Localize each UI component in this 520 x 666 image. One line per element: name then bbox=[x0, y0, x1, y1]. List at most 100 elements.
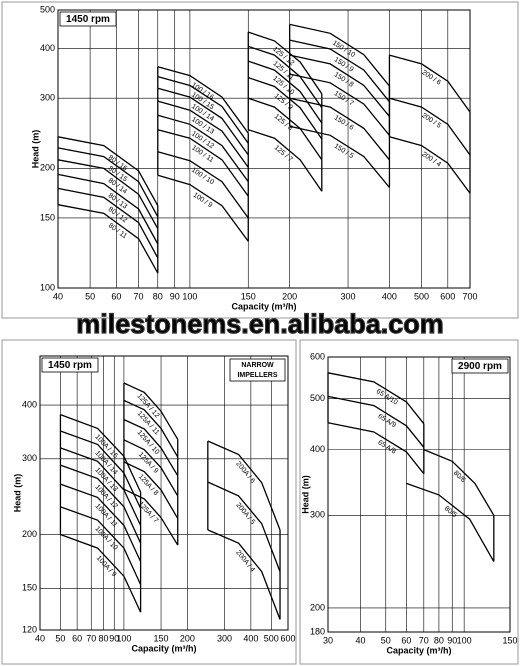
x-tick-label: 40 bbox=[53, 291, 63, 301]
pump-curve bbox=[123, 419, 179, 477]
pump-curve bbox=[123, 461, 179, 519]
y-tick-label: 300 bbox=[310, 510, 325, 520]
x-tick-label: 300 bbox=[341, 291, 356, 301]
x-tick-label: 150 bbox=[154, 633, 169, 643]
x-tick-label: 90 bbox=[109, 633, 119, 643]
pump-curve bbox=[327, 395, 425, 448]
pump-curve bbox=[207, 481, 281, 572]
x-tick-label: 40 bbox=[35, 633, 45, 643]
x-tick-label: 30 bbox=[323, 635, 333, 645]
x-tick-label: 150 bbox=[241, 291, 256, 301]
pump-curve bbox=[60, 483, 142, 562]
x-tick-label: 200 bbox=[282, 291, 297, 301]
annotation: IMPELLERS bbox=[237, 372, 277, 379]
x-tick-label: 70 bbox=[419, 635, 429, 645]
x-tick-label: 400 bbox=[382, 291, 397, 301]
chart-title: 2900 rpm bbox=[458, 361, 502, 372]
x-tick-label: 70 bbox=[134, 291, 144, 301]
x-tick-label: 300 bbox=[217, 633, 232, 643]
x-tick-label: 500 bbox=[414, 291, 429, 301]
panel-border bbox=[1, 1, 519, 319]
x-tick-label: 40 bbox=[356, 635, 366, 645]
x-tick-label: 200 bbox=[180, 633, 195, 643]
y-tick-label: 500 bbox=[310, 393, 325, 403]
plot-frame bbox=[327, 356, 511, 633]
pump-curve bbox=[248, 45, 323, 109]
pump-curve bbox=[248, 97, 323, 161]
x-tick-label: 80 bbox=[98, 633, 108, 643]
pump-curve bbox=[207, 440, 281, 531]
title-box bbox=[41, 357, 99, 373]
x-tick-label: 600 bbox=[280, 633, 295, 643]
pump-curve bbox=[57, 136, 159, 207]
y-axis-label-group: Head (m) bbox=[12, 474, 22, 513]
pump-curve bbox=[60, 447, 142, 526]
pump-curve bbox=[289, 97, 390, 161]
pump-curve bbox=[157, 100, 249, 168]
pump-curve bbox=[248, 31, 323, 95]
pump-curve bbox=[389, 54, 471, 113]
pump-curve bbox=[60, 430, 142, 509]
x-tick-label: 600 bbox=[440, 291, 455, 301]
y-tick-label: 400 bbox=[40, 43, 55, 53]
x-tick-label: 80 bbox=[153, 291, 163, 301]
y-tick-label: 150 bbox=[22, 583, 37, 593]
y-tick-label: 200 bbox=[22, 529, 37, 539]
y-tick-label: 400 bbox=[310, 444, 325, 454]
pump-curve bbox=[157, 87, 249, 156]
x-tick-label: 400 bbox=[243, 633, 258, 643]
x-tick-label: 150 bbox=[502, 635, 517, 645]
pump-curve bbox=[157, 129, 249, 197]
pump-curve bbox=[406, 482, 495, 562]
pump-curve bbox=[57, 159, 159, 230]
panel-border bbox=[1, 339, 297, 665]
pump-curve bbox=[60, 464, 142, 544]
pump-curve bbox=[327, 422, 425, 475]
plot-frame bbox=[39, 355, 289, 631]
plot-background bbox=[328, 357, 510, 632]
pump-curve bbox=[57, 147, 159, 218]
x-tick-label: 100 bbox=[116, 633, 131, 643]
pump-curve bbox=[57, 204, 159, 274]
pump-curve bbox=[60, 413, 142, 493]
x-tick-label: 50 bbox=[55, 633, 65, 643]
plot-background bbox=[58, 10, 470, 288]
y-axis-label: Head (m) bbox=[300, 475, 310, 514]
chart-title: 1450 rpm bbox=[48, 360, 92, 371]
pump-curve bbox=[327, 372, 425, 425]
annotation-box bbox=[229, 358, 286, 382]
x-tick-label: 60 bbox=[111, 291, 121, 301]
x-tick-label: 100 bbox=[457, 635, 472, 645]
pump-curve bbox=[289, 39, 390, 103]
y-axis-label-group: Head (m) bbox=[300, 475, 310, 514]
x-axis-label: Capacity (m³/h) bbox=[231, 301, 296, 311]
pump-curve bbox=[423, 448, 495, 516]
x-tick-label: 60 bbox=[401, 635, 411, 645]
x-tick-label: 70 bbox=[86, 633, 96, 643]
pump-curve bbox=[289, 23, 390, 87]
pump-curve bbox=[123, 488, 179, 546]
pump-curve bbox=[157, 114, 249, 183]
pump-curve bbox=[60, 533, 142, 613]
pump-curve bbox=[248, 129, 323, 192]
x-tick-label: 50 bbox=[85, 291, 95, 301]
y-tick-label: 180 bbox=[310, 626, 325, 636]
pump-curve bbox=[57, 173, 159, 245]
pump-curve bbox=[248, 76, 323, 140]
chart-title: 1450 rpm bbox=[66, 14, 110, 25]
y-tick-label: 200 bbox=[310, 602, 325, 612]
x-tick-label: 80 bbox=[434, 635, 444, 645]
pump-curve bbox=[157, 66, 249, 134]
pump-curve bbox=[157, 151, 249, 219]
x-tick-label: 100 bbox=[182, 291, 197, 301]
pump-curve bbox=[157, 174, 249, 242]
panel-border bbox=[299, 339, 519, 665]
pump-curve bbox=[60, 506, 142, 585]
y-tick-label: 150 bbox=[40, 212, 55, 222]
title-box bbox=[451, 358, 509, 374]
pump-curve bbox=[289, 125, 390, 188]
pump-curve bbox=[123, 399, 179, 458]
pump-curve bbox=[389, 136, 471, 194]
x-tick-label: 50 bbox=[381, 635, 391, 645]
